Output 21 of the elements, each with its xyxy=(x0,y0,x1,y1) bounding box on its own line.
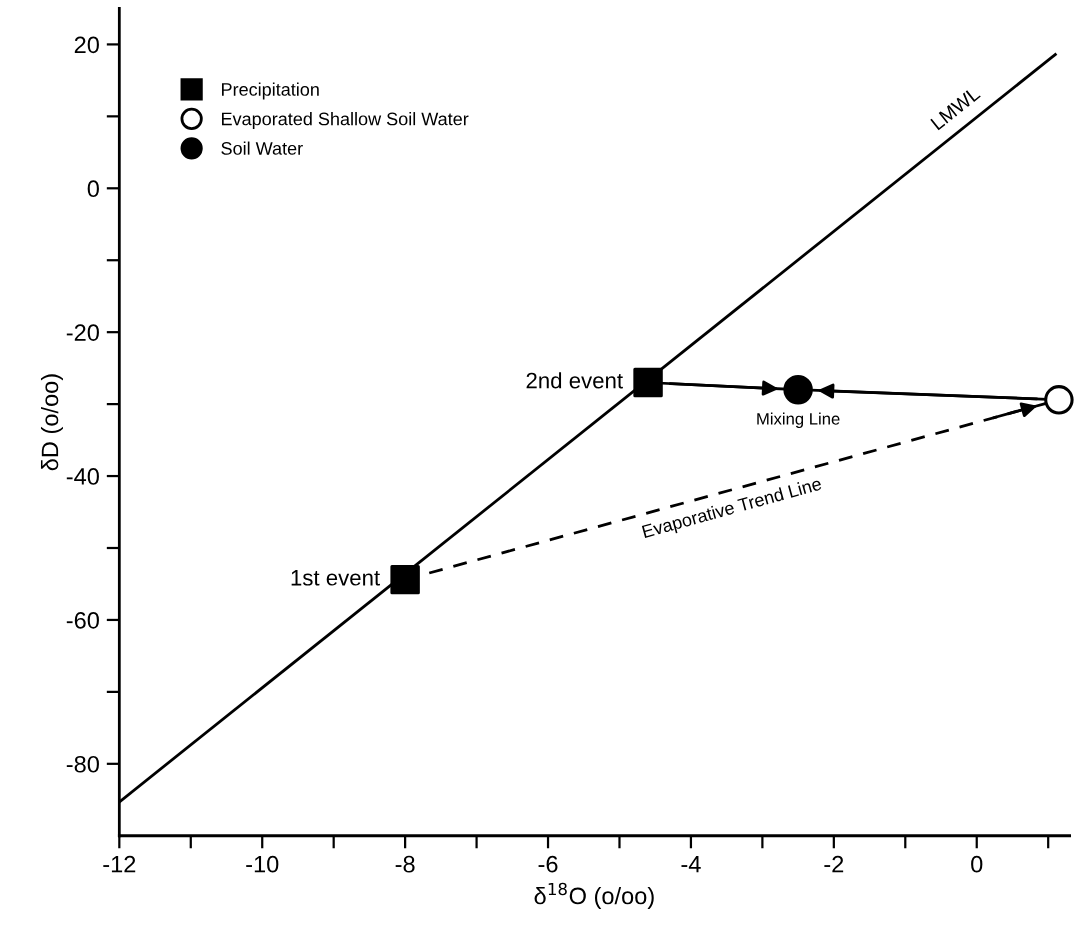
y-tick-label: 20 xyxy=(74,36,99,54)
annotation: 2nd event xyxy=(526,372,623,389)
x-tick-label: -2 xyxy=(824,855,844,873)
legend-label: Precipitation xyxy=(222,82,319,100)
x-tick-label: -12 xyxy=(103,855,136,873)
x-tick-label: -10 xyxy=(246,855,279,873)
y-tick-label: -80 xyxy=(66,755,99,773)
y-tick-label: -60 xyxy=(66,612,99,629)
annotation: 1st event xyxy=(291,570,380,586)
x-tick-label: -4 xyxy=(681,856,701,873)
y-tick-label: -20 xyxy=(66,324,99,341)
x-tick-label: 0 xyxy=(971,855,983,873)
y-tick-label: 0 xyxy=(87,180,99,198)
x-tick-label: -8 xyxy=(395,855,415,873)
legend-label: Evaporated Shallow Soil Water xyxy=(222,112,469,129)
legend-label: Soil Water xyxy=(221,141,303,155)
y-tick-label: -40 xyxy=(66,468,99,485)
x-axis-title: δ$^{18}$O (o/oo) xyxy=(534,882,654,909)
series-label: Mixing Line xyxy=(757,412,840,429)
x-tick-label: -6 xyxy=(538,855,558,873)
y-axis-title: δD (o/oo) xyxy=(40,374,63,471)
